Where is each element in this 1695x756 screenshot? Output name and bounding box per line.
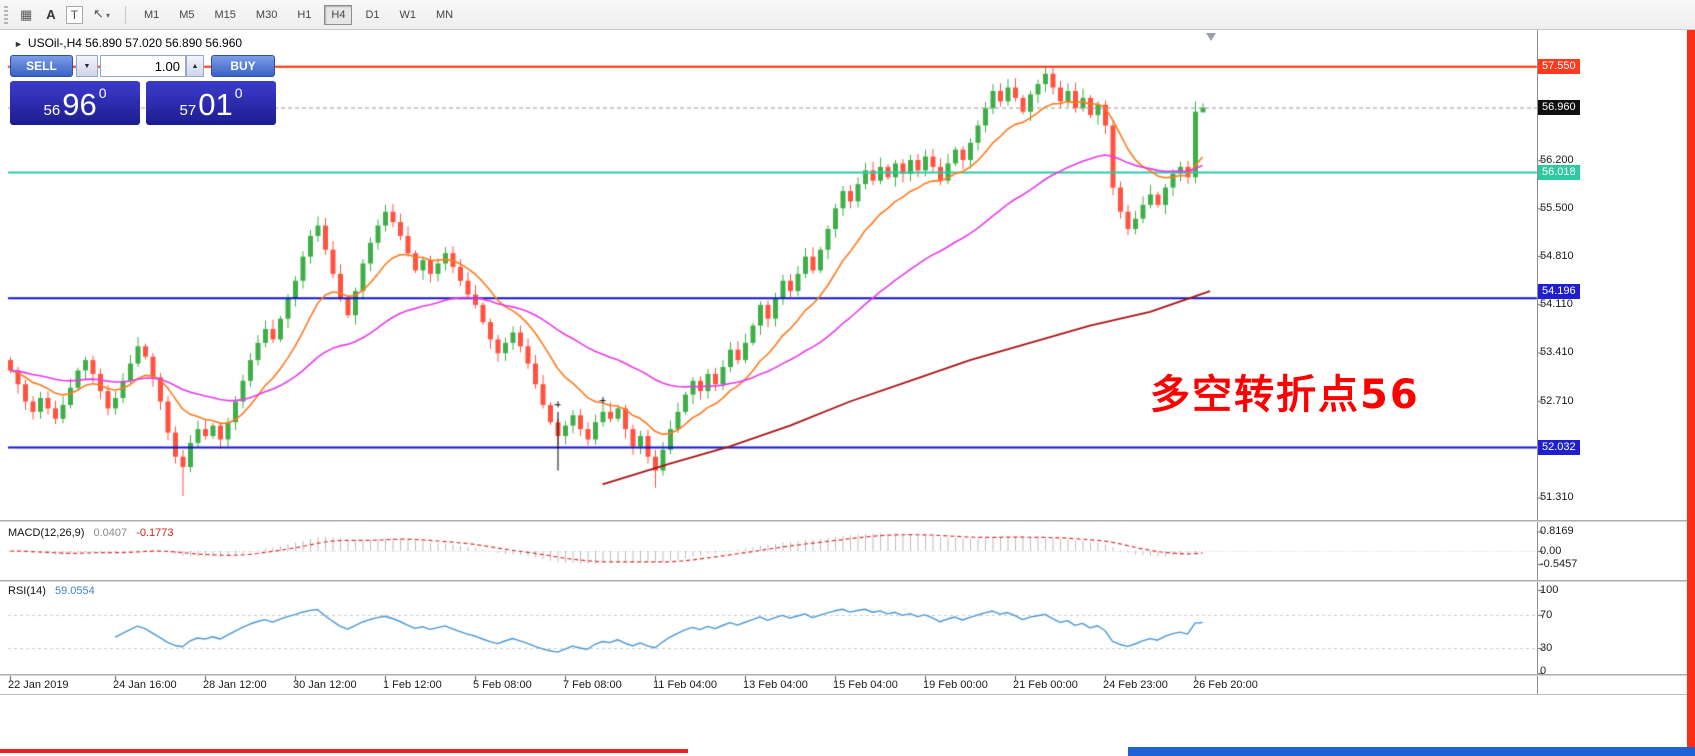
time-axis-label: 24 Feb 23:00 bbox=[1103, 679, 1168, 691]
bottom-red-strip bbox=[0, 749, 688, 753]
rsi-axis-label: 100 bbox=[1540, 584, 1559, 596]
ohlc-text: USOil-,H4 56.890 57.020 56.890 56.960 bbox=[27, 36, 243, 50]
time-axis-label: 5 Feb 08:00 bbox=[473, 679, 532, 691]
one-click-trade-widget: SELL ▼ ▲ BUY 56 96 0 57 01 0 bbox=[10, 55, 276, 127]
collapse-arrow-icon[interactable]: ► bbox=[14, 39, 23, 49]
current-bid-price-label: 56.960 bbox=[1538, 100, 1580, 115]
bid-price-small: 56 bbox=[43, 102, 61, 119]
time-axis-label: 15 Feb 04:00 bbox=[833, 679, 898, 691]
time-axis-label: 7 Feb 08:00 bbox=[563, 679, 622, 691]
rsi-value: 59.0554 bbox=[54, 585, 95, 597]
price-tick-label: 52.710 bbox=[1540, 395, 1574, 407]
chart-annotation-text: 多空转折点56 bbox=[1150, 372, 1420, 418]
macd-signal-value: -0.1773 bbox=[136, 527, 174, 539]
bid-price-sup: 0 bbox=[98, 85, 107, 101]
bid-price-display[interactable]: 56 96 0 bbox=[10, 81, 140, 125]
time-axis-label: 28 Jan 12:00 bbox=[203, 679, 267, 691]
buy-button[interactable]: BUY bbox=[211, 55, 275, 77]
macd-name: MACD(12,26,9) bbox=[8, 527, 85, 539]
rsi-indicator-label: RSI(14) 59.0554 bbox=[8, 585, 95, 597]
macd-indicator-label: MACD(12,26,9) 0.0407 -0.1773 bbox=[8, 527, 174, 539]
rsi-axis-label: 30 bbox=[1540, 642, 1553, 654]
blue-level-price-label: 54.196 bbox=[1538, 284, 1580, 299]
bid-price-big: 96 bbox=[62, 87, 97, 122]
price-tick-label: 53.410 bbox=[1540, 346, 1574, 358]
time-axis-label: 19 Feb 00:00 bbox=[923, 679, 988, 691]
time-axis-label: 24 Jan 16:00 bbox=[113, 679, 177, 691]
time-axis-bottom-line bbox=[0, 694, 1695, 695]
right-edge-strip bbox=[1687, 30, 1695, 756]
resistance-price-label: 57.550 bbox=[1538, 59, 1580, 74]
price-tick-label: 51.310 bbox=[1540, 491, 1574, 503]
chart-ohlc-info: ► USOil-,H4 56.890 57.020 56.890 56.960 bbox=[14, 36, 242, 50]
rsi-name: RSI(14) bbox=[8, 585, 46, 597]
time-axis-label: 26 Feb 20:00 bbox=[1193, 679, 1258, 691]
ask-price-small: 57 bbox=[179, 102, 197, 119]
price-tick-label: 55.500 bbox=[1540, 202, 1574, 214]
price-tick-label: 54.110 bbox=[1540, 298, 1573, 310]
panel-divider-macd-rsi[interactable] bbox=[0, 580, 1695, 582]
time-axis-label: 30 Jan 12:00 bbox=[293, 679, 357, 691]
price-tick-label: 56.200 bbox=[1540, 154, 1574, 166]
volume-stepper-button[interactable]: ▲ bbox=[186, 55, 204, 77]
blue-level-price-label: 52.032 bbox=[1538, 440, 1580, 455]
teal-level-price-label: 56.018 bbox=[1538, 165, 1580, 180]
volume-dropdown-button[interactable]: ▼ bbox=[76, 55, 98, 77]
volume-input[interactable] bbox=[100, 55, 186, 77]
macd-value: 0.0407 bbox=[93, 527, 128, 539]
macd-axis-label: 0.8169 bbox=[1540, 525, 1574, 537]
time-axis-label: 1 Feb 12:00 bbox=[383, 679, 442, 691]
rsi-axis-label: 0 bbox=[1540, 665, 1547, 677]
time-axis-label: 13 Feb 04:00 bbox=[743, 679, 808, 691]
sell-button[interactable]: SELL bbox=[10, 55, 73, 77]
time-axis-label: 21 Feb 00:00 bbox=[1013, 679, 1078, 691]
time-axis-label: 22 Jan 2019 bbox=[8, 679, 69, 691]
panel-divider-chart-macd[interactable] bbox=[0, 520, 1695, 522]
rsi-axis-label: 70 bbox=[1540, 609, 1553, 621]
time-axis-label: 11 Feb 04:00 bbox=[653, 679, 718, 691]
panel-divider-rsi-dates[interactable] bbox=[0, 674, 1695, 676]
ask-price-sup: 0 bbox=[234, 85, 243, 101]
macd-axis-label: 0.00 bbox=[1540, 545, 1562, 557]
ask-price-display[interactable]: 57 01 0 bbox=[146, 81, 276, 125]
bottom-blue-strip bbox=[1128, 747, 1695, 756]
macd-axis-label: -0.5457 bbox=[1540, 558, 1578, 570]
chart-shift-marker[interactable] bbox=[1206, 33, 1216, 41]
price-axis-border bbox=[1537, 30, 1538, 694]
ask-price-big: 01 bbox=[198, 87, 233, 122]
price-tick-label: 54.810 bbox=[1540, 250, 1574, 262]
